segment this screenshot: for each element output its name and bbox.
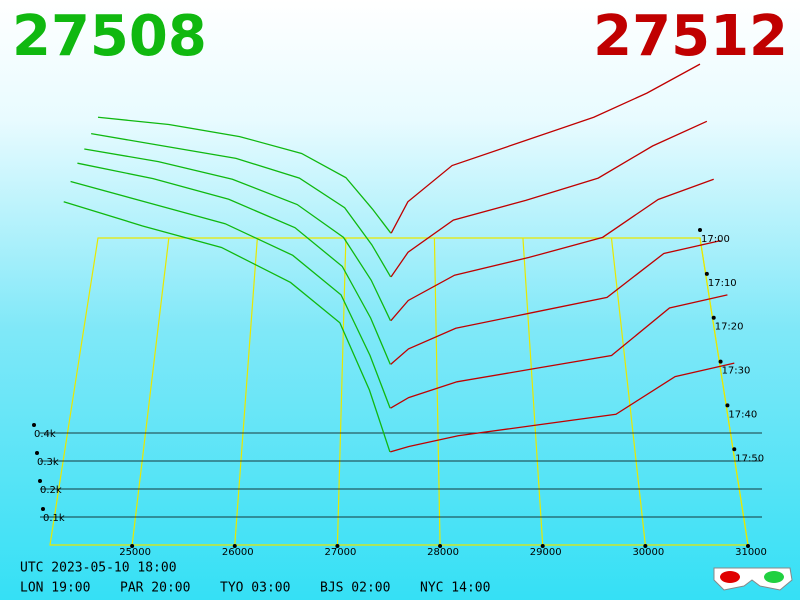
time-tick-label: 17:20 — [715, 322, 744, 333]
depth-tick-dot — [35, 451, 39, 455]
time-tick-label: 17:10 — [708, 278, 737, 289]
ask-depth-line — [390, 63, 701, 234]
time-tick-dot — [725, 403, 730, 408]
bid-depth-line — [84, 148, 392, 321]
time-tick-dot — [718, 359, 723, 364]
time-tick-dot — [704, 271, 709, 276]
floor — [40, 237, 762, 546]
ask-depth-line — [390, 239, 721, 365]
zone-time: TYO 03:00 — [220, 581, 290, 596]
price-tick-label: 31000 — [735, 547, 767, 558]
zone-time: NYC 14:00 — [420, 581, 490, 596]
price-tick-dot — [232, 544, 237, 548]
labels: 25000 26000 27000 28000 29000 30000 31000 0.1k 0… — [32, 228, 767, 558]
price-tick-label: 27000 — [325, 547, 357, 558]
time-tick-label: 17:40 — [728, 409, 757, 420]
ask-depth-line — [390, 178, 714, 322]
utc-time: UTC 2023-05-10 18:00 — [20, 561, 177, 576]
depth-tick-label: 0.1k — [43, 513, 65, 524]
depth-tick-label: 0.4k — [34, 429, 56, 440]
price-grid-line — [522, 237, 544, 546]
price-tick-label: 30000 — [632, 547, 664, 558]
3d-glasses-icon — [713, 567, 793, 591]
ask-depth-line — [390, 362, 735, 453]
price-tick-dot — [335, 544, 340, 548]
zone-time: BJS 02:00 — [320, 581, 390, 596]
bid-depth-line — [63, 201, 391, 453]
depth-tick-dot — [38, 479, 42, 483]
ask-price: 27512 — [593, 4, 788, 69]
depth-tick-dot — [41, 507, 45, 511]
price-tick-dot — [438, 544, 443, 548]
bid-depth-line — [91, 133, 392, 278]
price-grid-line — [433, 237, 441, 546]
depth-tick-label: 0.3k — [37, 457, 59, 468]
depth-tick-label: 0.2k — [40, 485, 62, 496]
zone-time: PAR 20:00 — [120, 581, 190, 596]
price-grid-line — [699, 237, 749, 546]
price-grid-line — [234, 237, 258, 546]
time-tick-dot — [732, 447, 737, 452]
bid-depth-line — [97, 116, 392, 234]
price-tick-label: 25000 — [119, 547, 151, 558]
time-tick-label: 17:00 — [701, 234, 730, 245]
bid-price: 27508 — [12, 4, 207, 69]
bid-depth-line — [77, 162, 391, 365]
zone-time: LON 19:00 — [20, 581, 90, 596]
price-tick-label: 26000 — [222, 547, 254, 558]
price-grid-line — [336, 237, 347, 546]
price-tick-dot — [643, 544, 648, 548]
zones: LON 19:00 PAR 20:00 TYO 03:00 BJS 02:00 NYC … — [20, 581, 490, 596]
bid-depth-line — [70, 180, 391, 409]
curves — [63, 63, 735, 453]
depth-tick-dot — [32, 423, 36, 427]
ask-depth-line — [390, 294, 728, 409]
price-tick-dot — [746, 544, 750, 548]
time-tick-label: 17:30 — [722, 366, 751, 377]
time-tick-dot — [711, 315, 716, 320]
price-tick-dot — [540, 544, 545, 548]
price-tick-dot — [130, 544, 135, 548]
price-grid-line — [131, 237, 170, 546]
time-tick-label: 17:50 — [735, 453, 764, 464]
price-tick-label: 29000 — [530, 547, 562, 558]
time-tick-dot — [698, 228, 702, 232]
ask-depth-line — [390, 120, 708, 278]
price-tick-label: 28000 — [427, 547, 459, 558]
